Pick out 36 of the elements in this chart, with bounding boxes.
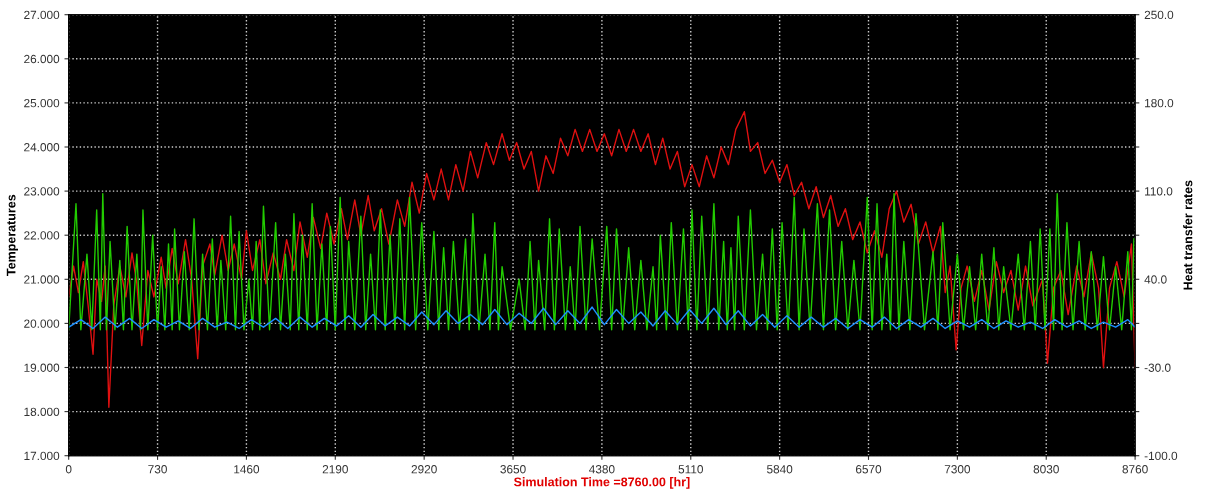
x-tick-label: 0 <box>65 465 72 474</box>
line-series <box>68 111 1136 408</box>
x-tick-label: 3650 <box>500 465 526 474</box>
y-tick-label: 25.000 <box>24 98 60 108</box>
x-tick-label: 5840 <box>766 465 793 474</box>
x-tick-label: 1460 <box>234 465 260 474</box>
x-tick-label: 7300 <box>944 465 971 474</box>
y-axis-title: Temperatures <box>6 194 18 276</box>
y-tick-label: 23.000 <box>24 187 60 196</box>
y-tick-label: 27.000 <box>24 10 60 20</box>
y-tick-label: 17.000 <box>24 451 60 461</box>
y-tick-label: 21.000 <box>24 275 60 284</box>
y-tick-label: 19.000 <box>24 363 60 372</box>
y2-tick-label: 250.0 <box>1144 10 1174 20</box>
x-tick-label: 730 <box>148 465 167 474</box>
x-tick-label: 4380 <box>589 465 615 474</box>
x-tick-label: 8030 <box>1033 465 1059 474</box>
x-tick-label: 8760 <box>1122 465 1148 474</box>
line-series <box>68 192 1135 331</box>
y-tick-label: 20.000 <box>24 319 60 328</box>
line-series <box>68 306 1136 330</box>
y2-axis-title: Heat transfer rates <box>1183 180 1193 290</box>
x-tick-label: 5110 <box>678 465 703 474</box>
y-tick-label: 22.000 <box>24 231 60 240</box>
x-axis-title: Simulation Time =8760.00 [hr] <box>513 477 690 489</box>
y-tick-label: 24.000 <box>24 143 60 152</box>
y2-tick-label: 40.0 <box>1144 275 1167 284</box>
y2-tick-label: 180.0 <box>1145 98 1174 108</box>
y-tick-label: 18.000 <box>24 407 60 416</box>
y2-tick-label: -100.0 <box>1144 451 1178 461</box>
x-tick-label: 6570 <box>855 465 882 474</box>
x-tick-label: 2920 <box>411 465 437 474</box>
y2-tick-label: -30.0 <box>1144 363 1171 372</box>
x-tick-label: 2190 <box>322 465 348 474</box>
y2-tick-label: 110.0 <box>1145 187 1173 196</box>
y-tick-label: 26.000 <box>24 54 60 64</box>
